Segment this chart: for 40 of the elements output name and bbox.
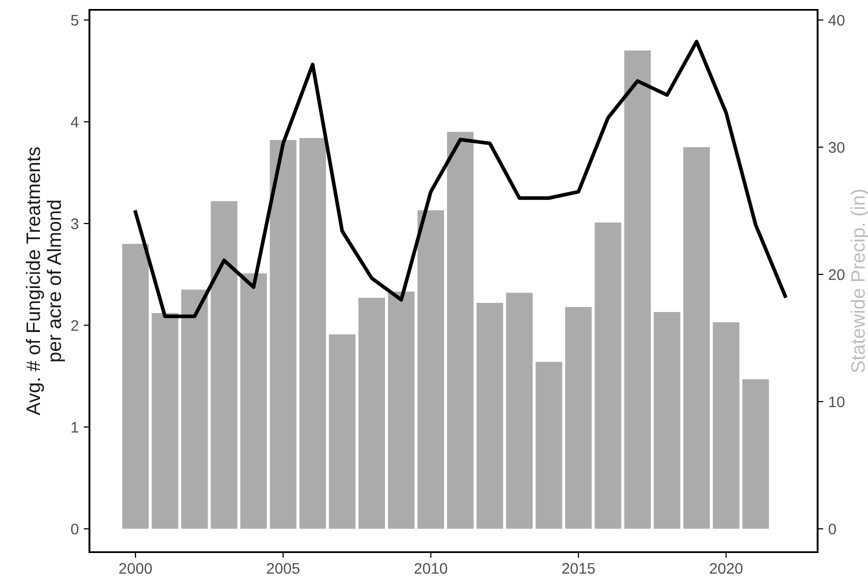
- y2-tick-label: 30: [828, 142, 844, 153]
- bar: [594, 222, 622, 529]
- bar: [476, 302, 504, 529]
- y-tick-label: 4: [70, 116, 79, 128]
- y2-tick-label: 0: [828, 524, 836, 534]
- bar: [712, 322, 740, 529]
- y-tick-label: 0: [71, 524, 78, 534]
- y-tick-label: 5: [71, 15, 78, 26]
- bar: [536, 362, 562, 529]
- bar: [624, 50, 651, 529]
- y-tick-label: 1: [72, 422, 78, 433]
- bar: [328, 334, 356, 529]
- bar: [358, 298, 386, 529]
- y-tick-label: 3: [71, 218, 78, 230]
- bar: [240, 273, 267, 529]
- y-tick-label: 2: [71, 320, 78, 331]
- bar: [210, 201, 238, 529]
- x-tick-label: 2000: [119, 563, 152, 574]
- x-tick-label: 2020: [710, 563, 743, 574]
- bar: [742, 379, 769, 529]
- bar: [122, 244, 149, 529]
- line-series: [134, 40, 787, 318]
- bar: [506, 292, 533, 529]
- bar: [447, 132, 474, 529]
- x-tick-label: 2005: [266, 563, 300, 574]
- bar: [181, 290, 208, 529]
- bar: [565, 306, 592, 529]
- bar: [388, 292, 415, 529]
- bar: [299, 138, 326, 529]
- y2-tick-label: 10: [829, 396, 844, 408]
- y-axis-title: Avg. # of Fungicide Treatments per acre of Almond: [26, 147, 65, 416]
- bar: [418, 210, 444, 529]
- bar: [270, 140, 296, 529]
- x-tick-label: 2010: [414, 563, 448, 574]
- bar: [683, 147, 710, 529]
- bar: [654, 312, 680, 529]
- bar: [152, 313, 178, 529]
- x-tick-label: 2015: [562, 563, 595, 574]
- y2-tick-label: 20: [828, 269, 844, 280]
- y2-tick-label: 40: [828, 14, 844, 26]
